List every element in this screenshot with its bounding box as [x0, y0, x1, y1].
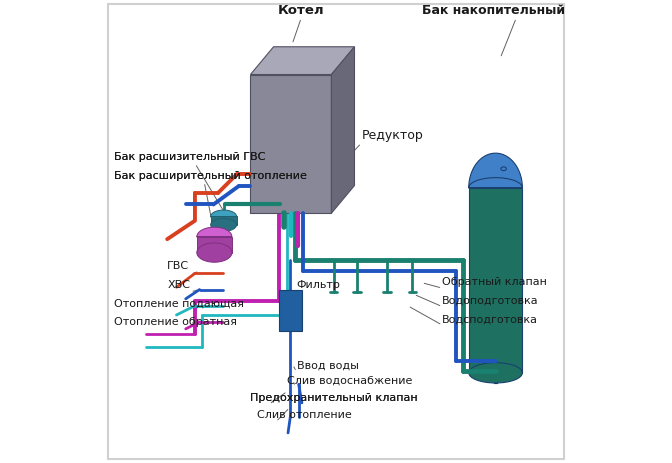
Text: Бак расширительный отопление: Бак расширительный отопление	[114, 171, 307, 181]
Text: Водсподготовка: Водсподготовка	[442, 314, 538, 324]
Text: Редуктор: Редуктор	[362, 129, 423, 142]
Polygon shape	[469, 153, 522, 188]
Polygon shape	[210, 217, 237, 225]
Text: Бак накопительный: Бак накопительный	[422, 4, 565, 17]
Text: Бак расшизительный ГВС: Бак расшизительный ГВС	[114, 152, 265, 163]
Polygon shape	[197, 227, 232, 237]
Polygon shape	[251, 75, 331, 213]
Text: Предохранительный клапан: Предохранительный клапан	[251, 393, 418, 403]
Text: Отопление подающая: Отопление подающая	[114, 298, 244, 308]
Text: Фильтр: Фильтр	[297, 280, 341, 289]
Polygon shape	[469, 188, 522, 373]
Text: Слив водоснабжение: Слив водоснабжение	[288, 375, 413, 385]
FancyBboxPatch shape	[279, 289, 302, 331]
Text: Ввод воды: Ввод воды	[297, 361, 359, 370]
Text: Водоподготовка: Водоподготовка	[442, 296, 539, 306]
Polygon shape	[251, 47, 355, 75]
Polygon shape	[210, 210, 237, 217]
Polygon shape	[197, 237, 232, 253]
Text: Бак расширительный отопление: Бак расширительный отопление	[114, 171, 307, 181]
FancyBboxPatch shape	[108, 4, 564, 459]
Text: Слив отопление: Слив отопление	[257, 411, 352, 420]
Text: Котел: Котел	[278, 4, 325, 17]
Text: ГВС: ГВС	[167, 261, 190, 271]
Text: ХВС: ХВС	[167, 280, 190, 289]
Ellipse shape	[197, 243, 232, 262]
Text: Обратный клапан: Обратный клапан	[442, 277, 547, 287]
Ellipse shape	[469, 363, 522, 383]
Text: Предохранительный клапан: Предохранительный клапан	[251, 393, 418, 403]
Text: Отопление обратная: Отопление обратная	[114, 317, 237, 326]
Ellipse shape	[210, 219, 237, 232]
Text: Бак расшизительный ГВС: Бак расшизительный ГВС	[114, 152, 265, 163]
Polygon shape	[331, 47, 355, 213]
